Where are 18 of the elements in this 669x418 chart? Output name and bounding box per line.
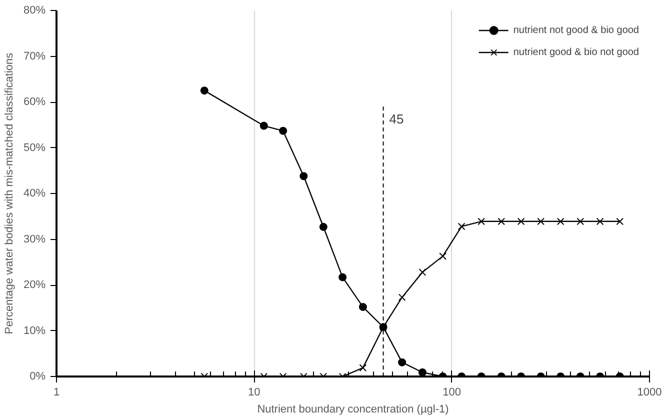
legend-label: nutrient good & bio not good xyxy=(513,46,639,58)
x-tick-label: 1000 xyxy=(637,386,662,398)
y-tick-label: 40% xyxy=(23,188,46,200)
y-tick-label: 0% xyxy=(30,370,46,382)
y-tick-label: 10% xyxy=(23,324,46,337)
y-axis-title: Percentage water bodies with mis-matched classifications xyxy=(3,52,16,334)
y-tick-label: 80% xyxy=(23,4,46,16)
x-tick-label: 1 xyxy=(53,386,60,398)
x-axis-title: Nutrient boundary concentration (µgl-1) xyxy=(257,404,449,416)
y-tick-label: 70% xyxy=(23,50,46,62)
y-tick-label: 60% xyxy=(23,96,46,108)
y-tick-label: 30% xyxy=(23,233,46,246)
ref-line-label: 45 xyxy=(389,112,404,127)
legend-label: nutrient not good & bio good xyxy=(513,24,639,36)
x-tick-label: 10 xyxy=(248,386,260,398)
y-tick-label: 50% xyxy=(23,142,46,154)
x-tick-label: 100 xyxy=(442,386,462,398)
y-tick-label: 20% xyxy=(23,279,46,291)
